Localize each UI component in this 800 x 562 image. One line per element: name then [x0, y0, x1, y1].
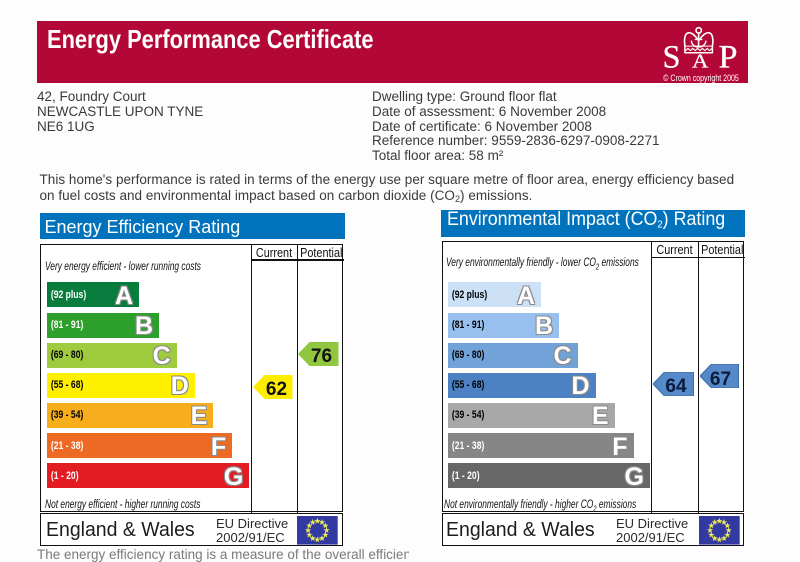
svg-text:S: S	[663, 40, 681, 76]
svg-text:76: 76	[311, 346, 332, 366]
svg-text:A: A	[692, 51, 709, 73]
svg-text:62: 62	[265, 379, 286, 399]
svg-text:P: P	[719, 40, 738, 76]
svg-text:© Crown copyright 2005: © Crown copyright 2005	[663, 73, 739, 83]
svg-text:64: 64	[665, 376, 687, 396]
svg-text:67: 67	[710, 369, 731, 388]
